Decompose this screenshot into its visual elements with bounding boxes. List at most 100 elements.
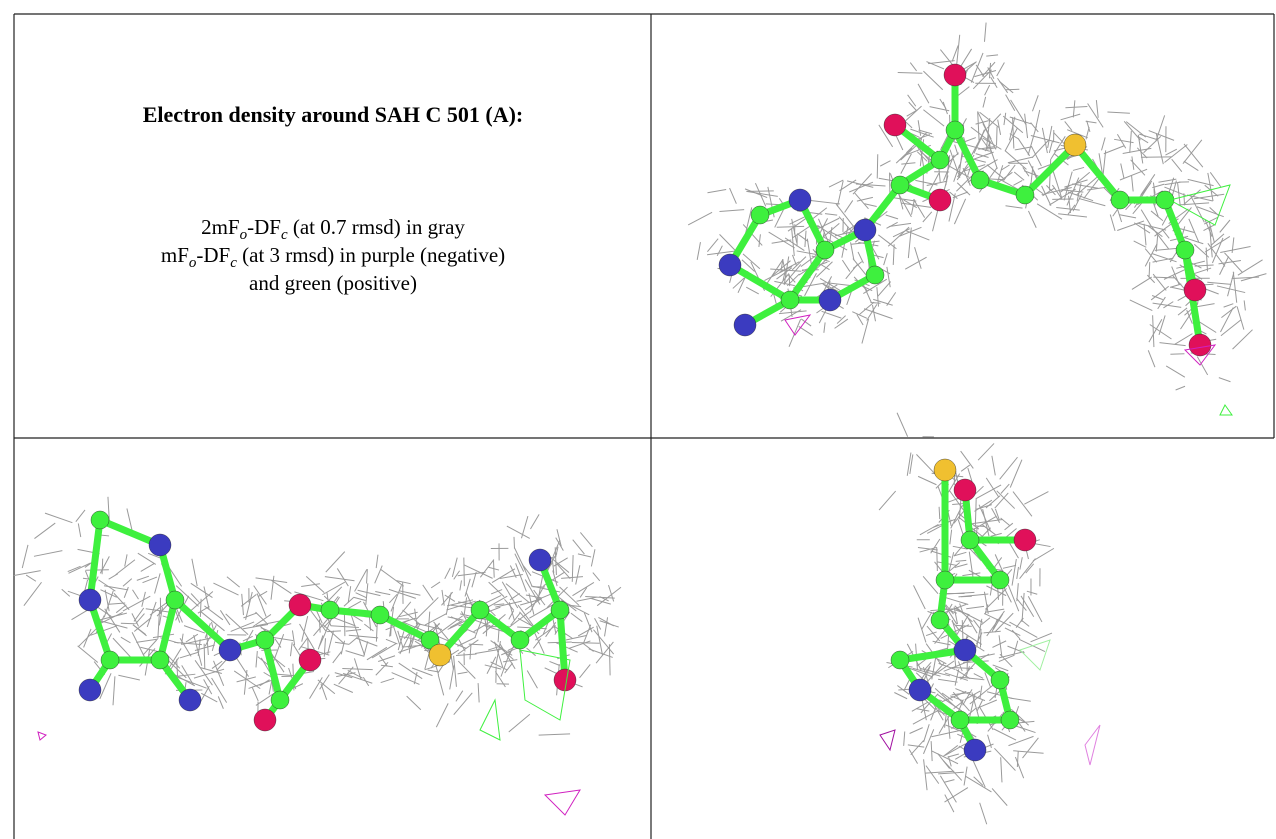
density-mesh — [122, 595, 151, 612]
density-mesh — [707, 189, 727, 194]
density-mesh — [886, 266, 891, 288]
density-mesh — [925, 765, 940, 784]
density-mesh — [1064, 121, 1073, 131]
density-mesh — [313, 616, 330, 637]
density-mesh — [406, 695, 422, 711]
density-mesh — [729, 187, 737, 204]
density-mesh — [183, 625, 206, 634]
density-mesh — [193, 634, 203, 666]
density-mesh — [1223, 303, 1234, 308]
density-mesh — [687, 211, 713, 226]
density-mesh — [836, 315, 846, 324]
density-mesh — [1151, 253, 1177, 263]
density-mesh — [181, 665, 194, 685]
density-mesh — [1219, 219, 1231, 233]
density-mesh — [856, 196, 873, 202]
bond — [376, 611, 434, 644]
density-mesh — [593, 629, 615, 655]
density-mesh — [175, 585, 199, 607]
density-mesh — [953, 606, 959, 625]
density-mesh — [505, 611, 531, 631]
density-mesh — [158, 607, 163, 626]
density-mesh — [1221, 305, 1237, 319]
density-mesh — [1193, 193, 1225, 200]
bond — [171, 596, 234, 654]
density-mesh — [996, 62, 1005, 77]
density-mesh — [972, 519, 1003, 525]
density-mesh — [1148, 262, 1151, 278]
density-mesh — [1072, 166, 1085, 171]
subscript: o — [240, 227, 248, 243]
density-mesh — [131, 632, 146, 658]
density-mesh — [768, 231, 795, 249]
density-mesh — [1000, 517, 1010, 526]
atom — [1000, 710, 1020, 730]
density-mesh — [433, 621, 452, 644]
atom — [1013, 528, 1037, 552]
density-mesh — [951, 620, 960, 631]
density-mesh — [856, 314, 864, 326]
density-mesh — [940, 624, 970, 639]
density-mesh — [965, 775, 992, 793]
density-mesh — [937, 678, 958, 683]
density-mesh — [936, 707, 945, 716]
density-mesh — [1017, 138, 1031, 157]
density-mesh — [986, 164, 1004, 179]
density-mesh — [947, 473, 961, 493]
density-mesh — [1157, 296, 1166, 310]
density-mesh — [356, 637, 378, 647]
density-mesh — [142, 639, 158, 656]
density-mesh — [317, 635, 324, 650]
density-mesh — [455, 690, 464, 702]
density-mesh — [744, 207, 753, 235]
density-mesh — [1155, 133, 1164, 165]
density-mesh — [921, 611, 933, 630]
density-mesh — [1013, 640, 1019, 656]
atom — [990, 570, 1010, 590]
density-mesh — [1103, 145, 1125, 155]
density-mesh — [970, 127, 987, 157]
density-mesh — [852, 258, 867, 275]
density-mesh — [999, 456, 1018, 480]
density-mesh — [961, 620, 964, 641]
atom — [420, 630, 440, 650]
density-mesh — [1220, 307, 1234, 333]
density-mesh — [892, 197, 917, 202]
density-mesh — [332, 651, 342, 664]
density-mesh — [1030, 134, 1060, 144]
density-mesh — [68, 562, 91, 574]
density-mesh — [1058, 213, 1087, 218]
density-mesh — [903, 731, 906, 746]
density-mesh — [923, 662, 932, 671]
density-mesh — [504, 662, 514, 674]
difference-mesh — [1219, 404, 1233, 416]
density-mesh — [1150, 210, 1164, 222]
density-mesh — [1067, 129, 1088, 139]
table-borders — [13, 13, 1275, 839]
density-mesh — [990, 76, 998, 88]
density-mesh — [1118, 214, 1137, 219]
density-mesh — [1137, 222, 1167, 231]
density-mesh — [977, 443, 995, 461]
caption-line: 2mFo-DFc (at 0.7 rmsd) in gray — [201, 215, 465, 243]
density-mesh — [1052, 170, 1063, 198]
density-mesh — [947, 152, 960, 164]
density-mesh — [931, 750, 959, 765]
density-mesh — [919, 667, 951, 677]
caption-line: mFo-DFc (at 3 rmsd) in purple (negative) — [161, 243, 505, 271]
density-mesh — [953, 545, 964, 557]
density-mesh — [1009, 133, 1019, 140]
density-mesh — [963, 61, 976, 70]
density-mesh — [791, 228, 795, 256]
density-mesh — [577, 626, 594, 637]
density-mesh — [835, 203, 854, 227]
density-mesh — [857, 251, 864, 264]
atom — [890, 650, 910, 670]
density-mesh — [1155, 115, 1166, 141]
density-mesh — [977, 111, 980, 142]
density-mesh — [115, 559, 136, 576]
density-mesh — [1164, 144, 1188, 163]
density-mesh — [943, 603, 958, 625]
density-mesh — [488, 645, 500, 651]
density-mesh — [931, 729, 963, 738]
